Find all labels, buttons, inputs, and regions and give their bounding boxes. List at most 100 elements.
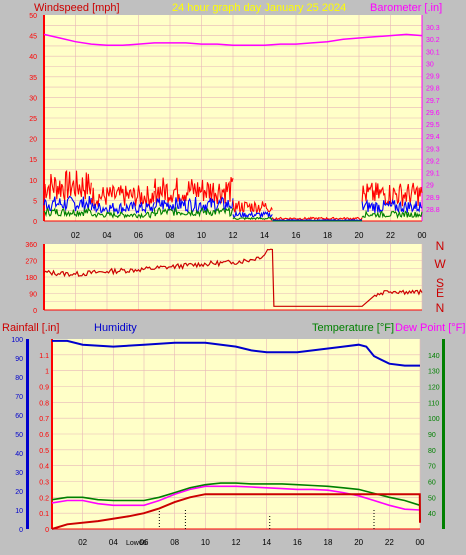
- compass-label: N: [436, 301, 445, 315]
- temperature-axis-title: Temperature [°F]: [312, 322, 394, 334]
- temperature-tick-label: 90: [428, 432, 436, 439]
- wind-low-series: [90, 210, 155, 220]
- rain-tick-label: 0.6: [39, 432, 49, 439]
- thermo-x-tick-label: 16: [293, 538, 302, 547]
- thermo-x-tick-label: 10: [201, 538, 210, 547]
- thermo-x-tick-label: 00: [416, 538, 425, 547]
- humidity-tick-label: 0: [19, 527, 23, 534]
- wind-x-tick-label: 18: [323, 231, 332, 240]
- wind-y-tick-label: 45: [29, 34, 37, 41]
- direction-y-tick-label: 0: [33, 308, 37, 315]
- rain-tick-label: 1.1: [39, 353, 49, 360]
- thermo-x-tick-label: 14: [262, 538, 271, 547]
- wind-x-tick-label: 20: [355, 231, 364, 240]
- barometer-tick-label: 29.1: [426, 171, 440, 178]
- wind-avg-series: [272, 219, 363, 222]
- wind-gust-series: [232, 200, 273, 214]
- wind-y-tick-label: 25: [29, 116, 37, 123]
- wind-gust-series: [153, 176, 234, 205]
- humidity-tick-label: 90: [15, 356, 23, 363]
- humidity-tick-label: 50: [15, 432, 23, 439]
- wind-gust-series: [43, 169, 92, 201]
- rain-tick-label: 0.4: [39, 464, 49, 471]
- barometer-tick-label: 29.3: [426, 146, 440, 153]
- wind-x-tick-label: 02: [71, 231, 80, 240]
- humidity-tick-label: 60: [15, 413, 23, 420]
- rainfall-line: [51, 493, 421, 530]
- thermo-x-tick-label: 04: [109, 538, 118, 547]
- thermo-x-tick-label: 08: [170, 538, 179, 547]
- wind-x-tick-label: 06: [134, 231, 143, 240]
- humidity-line: [52, 339, 420, 367]
- compass-label: S: [436, 276, 444, 290]
- wind-gust-series: [90, 184, 155, 207]
- wind-avg-series: [43, 195, 92, 212]
- wind-low-series: [43, 206, 92, 218]
- thermo-x-tick-label: 20: [354, 538, 363, 547]
- wind-low-series: [232, 216, 273, 221]
- wind-avg-series: [153, 196, 234, 214]
- humidity-tick-label: 30: [15, 470, 23, 477]
- barometer-tick-label: 30.2: [426, 37, 440, 44]
- thermo-x-tick-label: 02: [78, 538, 87, 547]
- humidity-axis-rail: [26, 339, 29, 529]
- barometer-tick-label: 30.3: [426, 25, 440, 32]
- direction-y-tick-label: 360: [25, 242, 37, 249]
- wind-y-tick-label: 40: [29, 54, 37, 61]
- barometer-tick-label: 29.6: [426, 110, 440, 117]
- rain-tick-label: 0.3: [39, 480, 49, 487]
- wind-y-tick-label: 35: [29, 75, 37, 82]
- compass-label: W: [434, 257, 446, 271]
- wind-x-tick-label: 04: [103, 231, 112, 240]
- humidity-tick-label: 100: [11, 337, 23, 344]
- humidity-tick-label: 70: [15, 394, 23, 401]
- barometer-tick-label: 29.7: [426, 98, 440, 105]
- rain-tick-label: 1: [45, 369, 49, 376]
- barometer-tick-label: 29.4: [426, 134, 440, 141]
- humidity-tick-label: 20: [15, 489, 23, 496]
- rain-tick-label: 0.5: [39, 448, 49, 455]
- rain-axis-title: Rainfall [.in]: [2, 322, 59, 334]
- wind-x-tick-label: 10: [197, 231, 206, 240]
- wind-axis-title: Windspeed [mph]: [34, 2, 120, 14]
- wind-y-tick-label: 0: [33, 219, 37, 226]
- wind-direction-line: [43, 248, 423, 307]
- wind-x-tick-label: 22: [386, 231, 395, 240]
- tick-labels: 0510152025303540455028.828.92929.129.229…: [11, 13, 446, 547]
- wind-x-tick-label: 14: [260, 231, 269, 240]
- wind-y-tick-label: 5: [33, 198, 37, 205]
- wind-x-tick-label: 08: [166, 231, 175, 240]
- wind-avg-series: [361, 198, 423, 214]
- dewpoint-line: [51, 485, 421, 511]
- rain-tick-label: 0.1: [39, 511, 49, 518]
- direction-y-tick-label: 90: [29, 292, 37, 299]
- barometer-tick-label: 30.1: [426, 49, 440, 56]
- wind-y-tick-label: 15: [29, 157, 37, 164]
- wind-gust-series: [271, 216, 363, 221]
- chart-title: 24 hour graph day January 25 2024: [172, 2, 346, 14]
- barometer-axis-title: Barometer [.in]: [370, 2, 442, 14]
- barometer-tick-label: 29.2: [426, 158, 440, 165]
- rain-tick-label: 0.7: [39, 416, 49, 423]
- compass-label: N: [436, 239, 445, 253]
- temperature-tick-label: 110: [428, 400, 439, 407]
- wind-x-tick-label: 00: [418, 231, 427, 240]
- temperature-tick-label: 100: [428, 416, 440, 423]
- barometer-tick-label: 30: [426, 61, 434, 68]
- wind-low-series: [153, 205, 234, 218]
- temperature-tick-label: 140: [428, 353, 440, 360]
- barometer-tick-label: 29.5: [426, 122, 440, 129]
- barometer-tick-label: 29.9: [426, 74, 440, 81]
- temperature-tick-label: 70: [428, 464, 436, 471]
- temperature-tick-label: 50: [428, 495, 436, 502]
- chart-marks: [43, 33, 423, 530]
- low-annotation: Low66: [126, 540, 147, 547]
- temperature-axis-rail: [442, 339, 445, 529]
- rain-tick-label: 0.9: [39, 385, 49, 392]
- humidity-tick-label: 80: [15, 375, 23, 382]
- wind-low-series: [361, 209, 423, 220]
- barometer-tick-label: 29: [426, 183, 434, 190]
- thermo-x-tick-label: 12: [232, 538, 241, 547]
- barometer-tick-label: 28.9: [426, 195, 440, 202]
